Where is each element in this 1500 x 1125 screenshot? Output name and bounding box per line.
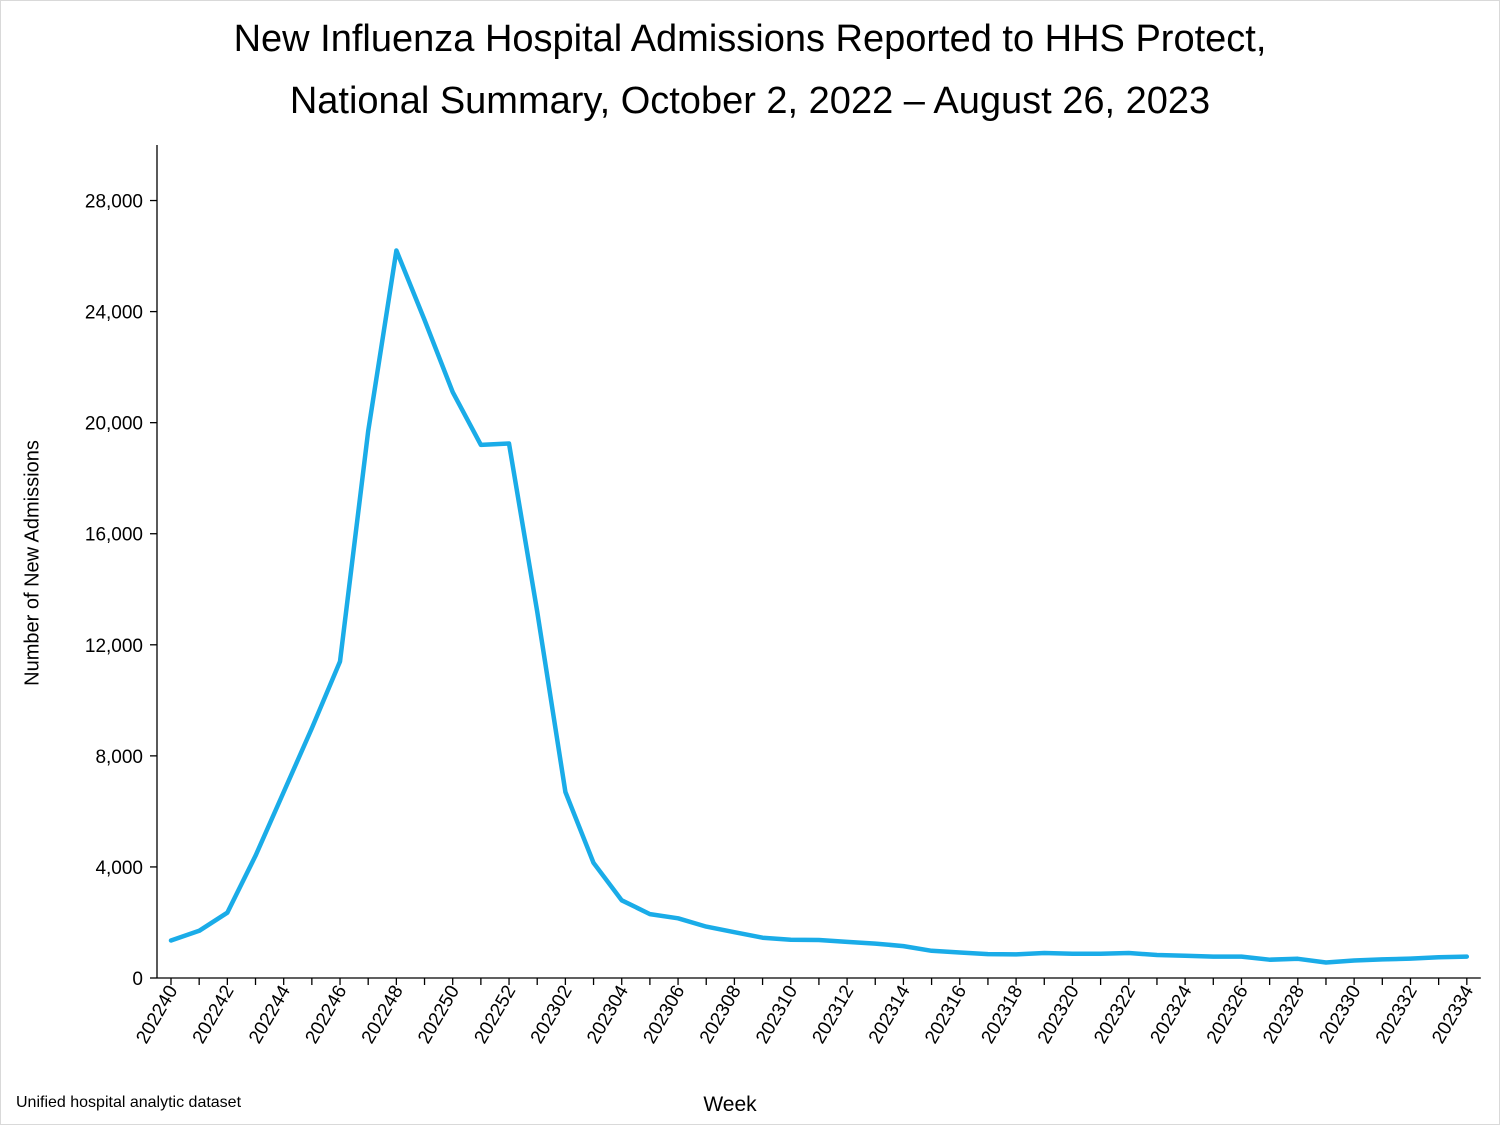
- x-tick-label: 202316: [921, 982, 971, 1047]
- x-tick-label: 202308: [696, 982, 746, 1047]
- y-tick-label: 24,000: [85, 303, 143, 324]
- chart-title-line2: National Summary, October 2, 2022 – Augu…: [289, 80, 1211, 122]
- x-tick-label: 202242: [189, 982, 239, 1047]
- x-tick-label: 202318: [978, 982, 1028, 1047]
- source-note: Unified hospital analytic dataset: [16, 1094, 242, 1111]
- x-tick-label: 202334: [1428, 982, 1478, 1048]
- x-tick-label: 202244: [245, 982, 295, 1048]
- y-tick-label: 12,000: [85, 636, 143, 657]
- x-tick-label: 202306: [640, 982, 690, 1047]
- x-tick-label: 202248: [358, 982, 408, 1047]
- x-tick-label: 202332: [1372, 982, 1422, 1047]
- x-tick-label: 202326: [1203, 982, 1253, 1047]
- x-tick-label: 202310: [752, 982, 802, 1047]
- series-line: [168, 248, 1470, 965]
- x-tick-label: 202252: [470, 982, 520, 1047]
- x-tick-label: 202250: [414, 982, 464, 1047]
- y-axis-label: Number of New Admissions: [21, 440, 44, 686]
- x-tick-label: 202322: [1090, 982, 1140, 1047]
- y-tick-label: 20,000: [85, 414, 143, 435]
- x-tick-label: 202324: [1147, 982, 1197, 1048]
- x-tick-label: 202240: [132, 982, 182, 1047]
- x-tick-label: 202246: [301, 982, 351, 1047]
- y-tick-label: 8,000: [95, 747, 143, 768]
- y-tick-label: 28,000: [85, 192, 143, 213]
- x-axis-label: Week: [703, 1093, 757, 1116]
- x-tick-label: 202312: [809, 982, 859, 1047]
- x-tick-label: 202304: [583, 982, 633, 1048]
- x-tick-label: 202320: [1034, 982, 1084, 1047]
- y-tick-label: 0: [132, 969, 143, 990]
- x-tick-label: 202328: [1259, 982, 1309, 1047]
- x-tick-label: 202330: [1316, 982, 1366, 1047]
- x-tick-label: 202314: [865, 982, 915, 1048]
- x-tick-label: 202302: [527, 982, 577, 1047]
- chart-title-line1: New Influenza Hospital Admissions Report…: [233, 18, 1267, 60]
- y-tick-label: 4,000: [95, 858, 143, 879]
- y-tick-label: 16,000: [85, 525, 143, 546]
